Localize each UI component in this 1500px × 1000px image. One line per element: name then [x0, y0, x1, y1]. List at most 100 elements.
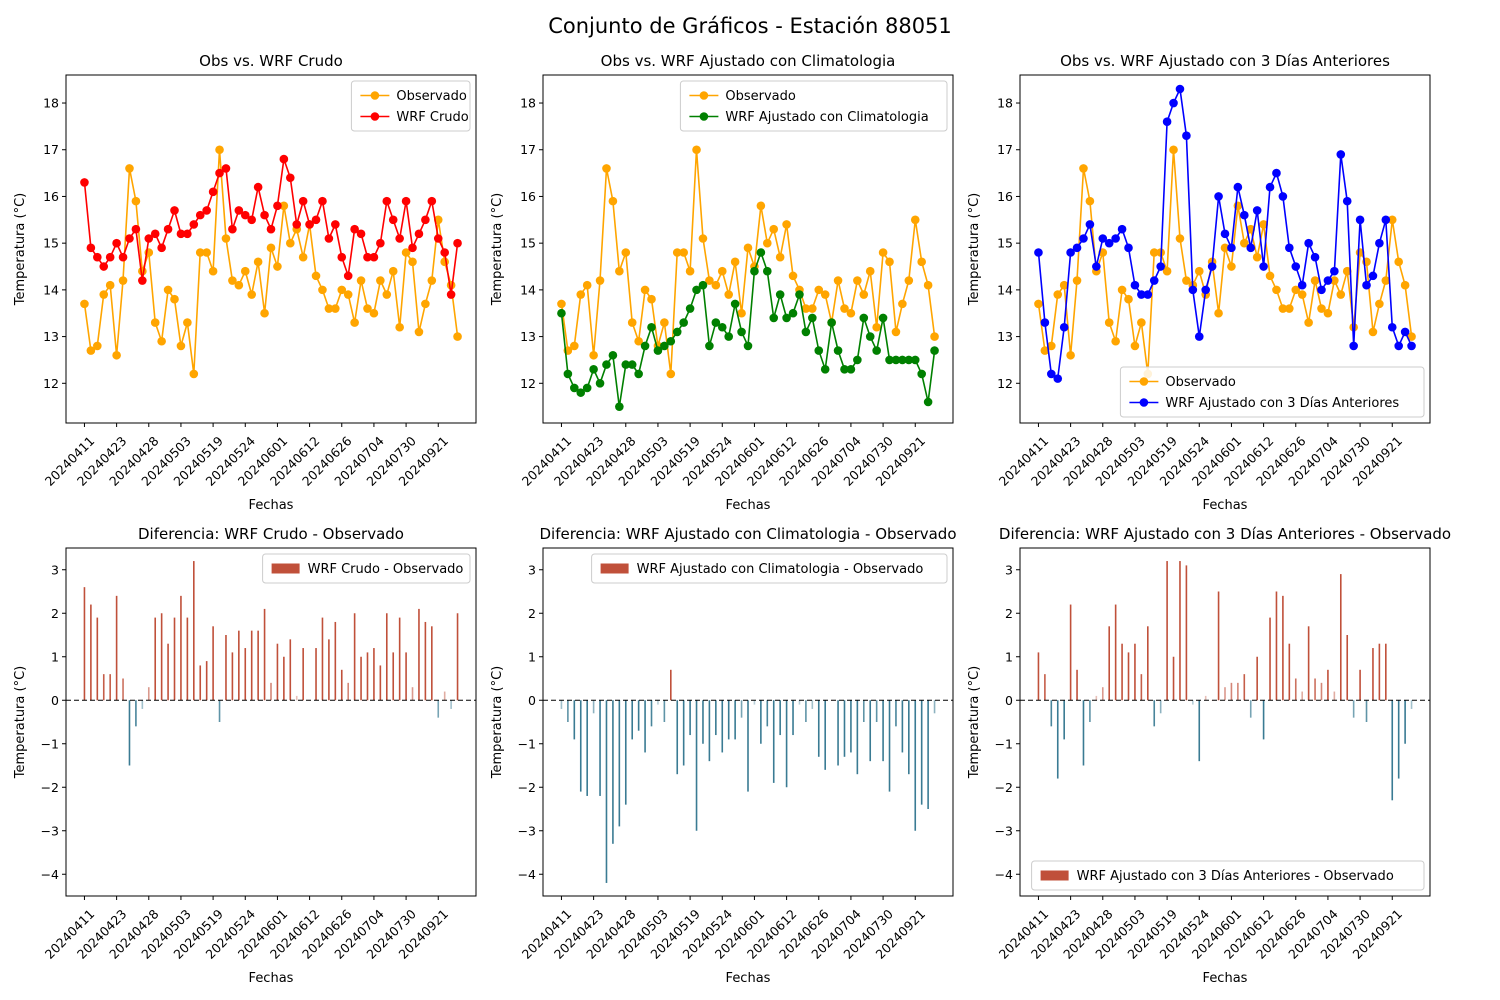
data-point [827, 318, 836, 327]
data-point [118, 252, 128, 262]
data-point [350, 224, 359, 234]
data-point [247, 215, 257, 225]
data-point [679, 318, 688, 327]
data-point [1194, 332, 1204, 341]
data-point [930, 332, 939, 341]
bar [1275, 591, 1278, 701]
data-point [170, 294, 179, 304]
y-tick-label: −1 [995, 736, 1013, 751]
data-point [376, 238, 385, 248]
chart-bot1: Diferencia: WRF Crudo - Observado −4 −3 −2 −… [13, 525, 477, 986]
data-point [1355, 215, 1365, 225]
bar [920, 700, 923, 805]
y-tick-label: 15 [520, 236, 536, 251]
bar [1153, 700, 1156, 727]
bar [715, 700, 717, 736]
data-point [376, 276, 385, 285]
data-point [756, 248, 766, 257]
data-point [750, 266, 759, 276]
data-point [1169, 145, 1178, 155]
data-point [666, 369, 676, 379]
data-point [1304, 318, 1313, 327]
bar [1269, 617, 1271, 701]
bar [650, 700, 653, 727]
data-point [853, 276, 862, 285]
data-point [557, 308, 566, 318]
bar [424, 621, 427, 701]
bar [135, 700, 137, 727]
bar [772, 700, 775, 783]
data-point [1233, 182, 1243, 192]
data-point [698, 234, 708, 243]
data-point [762, 266, 772, 276]
legend-marker [699, 112, 709, 121]
data-point [324, 234, 334, 243]
axes-frame [1019, 74, 1431, 424]
data-point [685, 266, 695, 276]
bar [270, 682, 272, 701]
data-point [788, 271, 798, 281]
data-point [653, 346, 663, 355]
bar [160, 613, 163, 701]
bar [1224, 687, 1226, 701]
data-point [446, 290, 456, 299]
bar [205, 661, 208, 701]
data-point [1252, 206, 1262, 215]
bar [1294, 678, 1297, 701]
legend: Observado WRF Crudo [350, 80, 471, 132]
data-point [917, 369, 926, 379]
data-point [730, 257, 740, 267]
data-point [215, 168, 224, 178]
bar [1159, 700, 1162, 714]
data-point [318, 196, 327, 206]
data-point [331, 220, 340, 229]
bar [1404, 700, 1406, 744]
data-point [1239, 210, 1249, 220]
bar [1147, 626, 1149, 701]
data-point [801, 304, 811, 313]
y-tick-label: 12 [520, 376, 536, 391]
data-point [1323, 308, 1333, 318]
data-point [705, 341, 714, 351]
data-point [1207, 262, 1217, 271]
y-tick-label: 18 [997, 96, 1013, 111]
bar [1282, 595, 1284, 701]
bar [141, 700, 144, 709]
data-point [285, 238, 295, 248]
bar [193, 561, 195, 701]
data-point [298, 196, 308, 206]
data-point [1252, 252, 1262, 262]
data-point [421, 299, 430, 309]
bar [1172, 656, 1175, 701]
y-tick-label: −1 [41, 736, 59, 751]
data-point [427, 196, 437, 206]
bar [1391, 700, 1394, 801]
data-point [221, 164, 231, 173]
bar [901, 700, 904, 753]
data-point [621, 360, 631, 369]
bar [663, 700, 666, 722]
data-point [1394, 257, 1403, 267]
bar [933, 700, 936, 714]
bar [811, 700, 814, 709]
bar [90, 604, 92, 701]
bar [605, 700, 608, 883]
y-tick-label: 1 [1005, 649, 1013, 664]
bar [405, 652, 407, 701]
bar [592, 700, 595, 714]
data-point [1047, 341, 1056, 351]
bar [443, 691, 446, 701]
legend-marker [1139, 398, 1149, 407]
data-point [1375, 238, 1384, 248]
data-point [891, 355, 901, 365]
y-tick-label: 13 [997, 329, 1013, 344]
data-point [898, 355, 907, 365]
data-point [105, 252, 115, 262]
data-point [833, 276, 843, 285]
data-point [298, 252, 308, 262]
bar [612, 700, 614, 844]
data-point [762, 238, 772, 248]
bar [431, 626, 433, 701]
data-point [1162, 117, 1172, 127]
